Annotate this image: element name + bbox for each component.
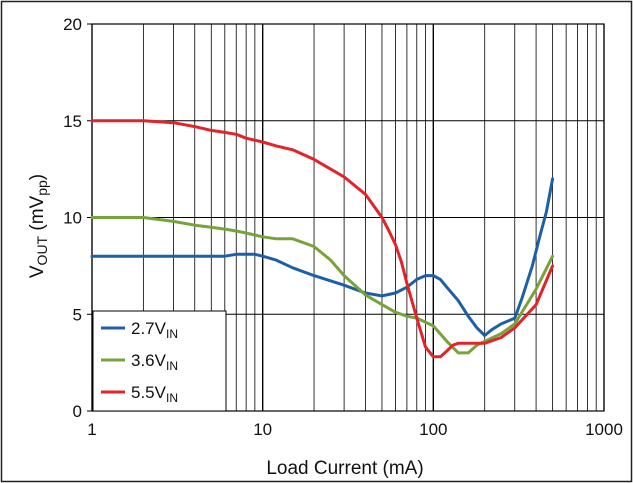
y-tick-label: 20 xyxy=(63,15,82,34)
legend-label-sub: IN xyxy=(166,359,178,373)
x-tick-label: 1 xyxy=(87,420,96,439)
series-line xyxy=(90,119,555,359)
legend-label: 5.5VIN xyxy=(131,383,178,405)
y-axis-label-sub: OUT xyxy=(34,235,50,265)
legend-label-main: 3.6V xyxy=(131,351,167,370)
tick-labels: 0 5 10 15 20 1 10 100 1000 xyxy=(63,15,623,439)
y-axis-label: VOUT (mVpp) xyxy=(27,174,50,278)
legend-label-sub: IN xyxy=(166,327,178,341)
legend-label-sub: IN xyxy=(166,391,178,405)
x-tick-label: 100 xyxy=(419,420,447,439)
y-tick-label: 15 xyxy=(63,112,82,131)
y-tick-label: 0 xyxy=(73,402,82,421)
series-group xyxy=(90,119,555,359)
y-axis-label-rest: (mV xyxy=(27,195,48,235)
y-axis-label-sub2: pp xyxy=(34,180,50,196)
y-axis-label-close: ) xyxy=(27,174,48,180)
y-tick-label: 5 xyxy=(73,305,82,324)
legend-label: 2.7VIN xyxy=(131,319,178,341)
x-axis-label: Load Current (mA) xyxy=(266,458,423,479)
y-tick-label: 10 xyxy=(63,209,82,228)
legend-label: 3.6VIN xyxy=(131,351,178,373)
y-axis-label-base: V xyxy=(27,265,48,278)
series-line xyxy=(90,177,555,337)
x-tick-label: 10 xyxy=(253,420,272,439)
x-tick-label: 1000 xyxy=(585,420,623,439)
legend-label-main: 5.5V xyxy=(131,383,167,402)
legend-label-main: 2.7V xyxy=(131,319,167,338)
